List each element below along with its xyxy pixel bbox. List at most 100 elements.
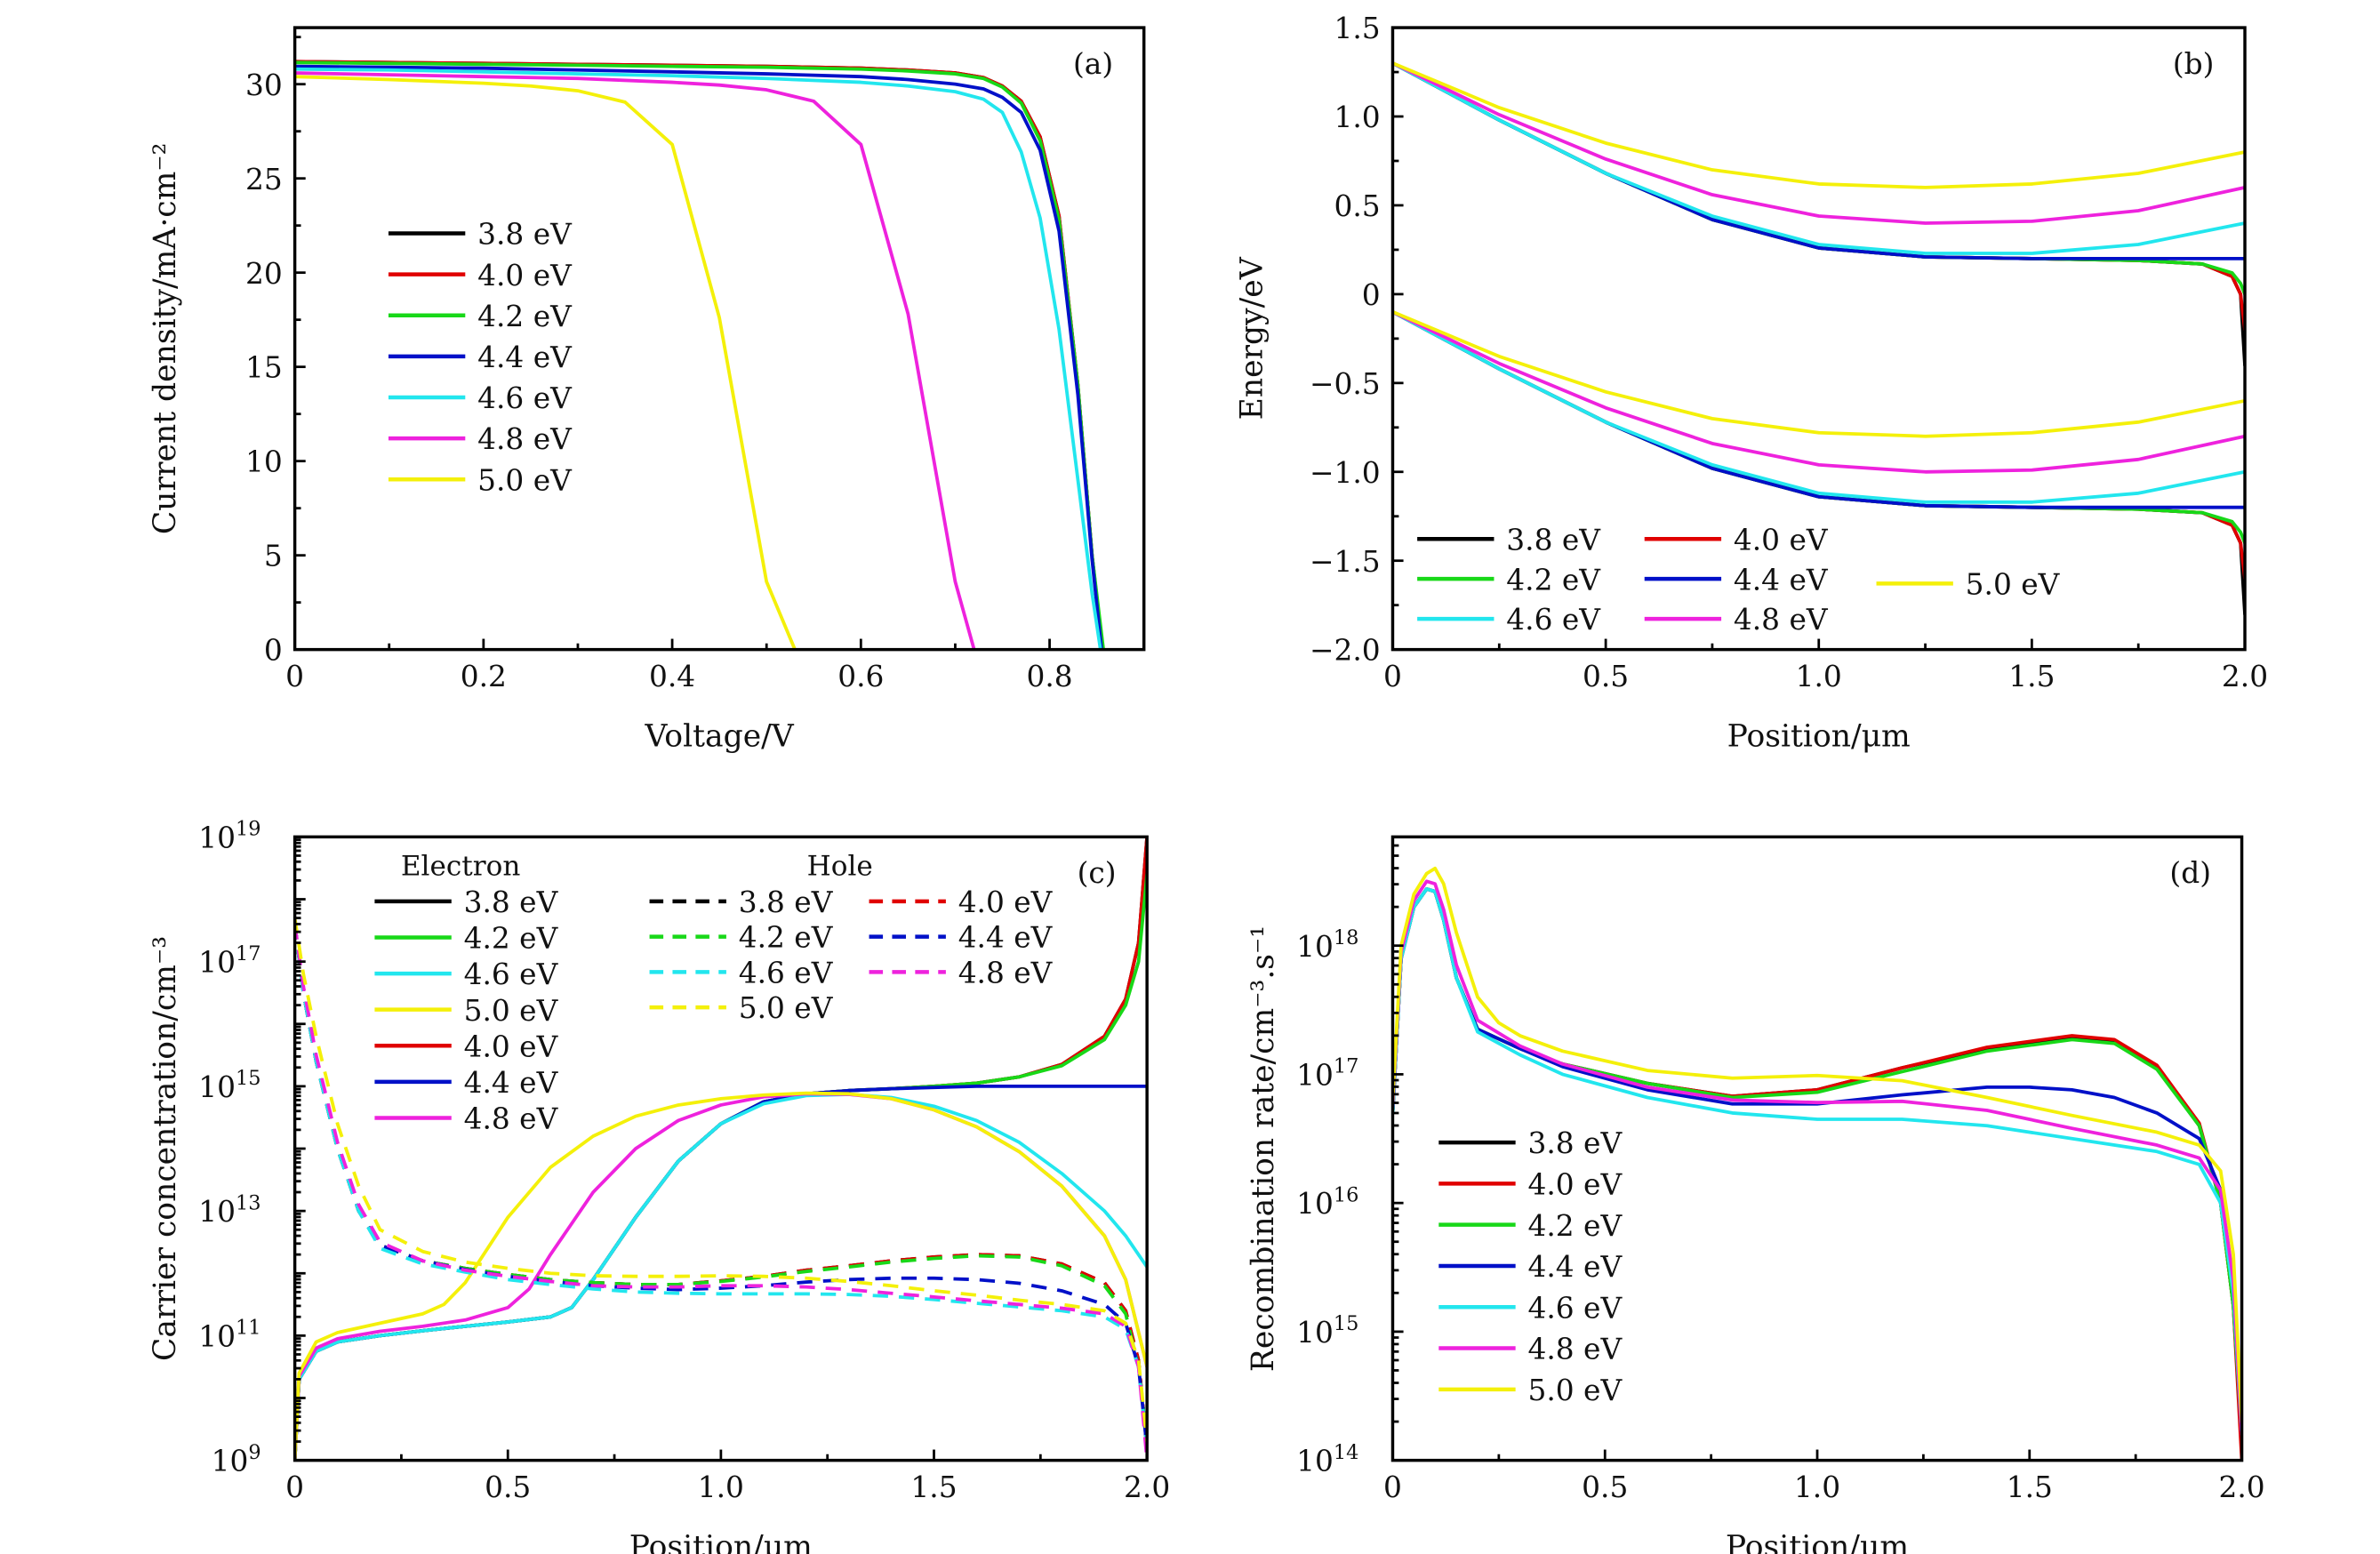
legend-label: 5.0 eV bbox=[477, 463, 573, 497]
series-48eV bbox=[294, 71, 976, 650]
legend-label: 4.2 eV bbox=[1506, 563, 1601, 597]
legend-label: 4.0 eV bbox=[1734, 523, 1829, 557]
series-44eV bbox=[294, 64, 1103, 650]
series-38eV bbox=[1392, 887, 2242, 1450]
legend-label: 4.2 eV bbox=[1527, 1209, 1623, 1243]
series-42eV-hole bbox=[294, 924, 1148, 1442]
panel-d: 0 0.5 1.0 1.5 2.0 1014 1015 1016 1017 1018 Positio… bbox=[1246, 835, 2265, 1554]
y-tick-label: 1017 bbox=[198, 942, 260, 980]
y-tick-label: 0 bbox=[264, 634, 283, 668]
panel-tag: (c) bbox=[1078, 856, 1117, 890]
legend-label: 4.4 eV bbox=[477, 340, 573, 374]
legend-label: 4.4 eV bbox=[958, 921, 1054, 955]
x-axis-label: Voltage/V bbox=[645, 718, 795, 754]
series-48eV-Ec bbox=[1392, 61, 2246, 225]
x-tick-label: 1.5 bbox=[2008, 660, 2055, 693]
y-tick-label: 1013 bbox=[198, 1191, 260, 1229]
legend-label: 4.6 eV bbox=[464, 957, 559, 991]
y-axis-label: Current density/mA·cm⁻² bbox=[148, 143, 183, 535]
legend-label: 4.2 eV bbox=[477, 300, 573, 333]
y-axis-label: Recombination rate/cm⁻³.s⁻¹ bbox=[1246, 925, 1281, 1372]
legend-label: 4.6 eV bbox=[1527, 1291, 1623, 1325]
series-50eV-electron bbox=[294, 1091, 1148, 1461]
x-tick-label: 0 bbox=[1383, 660, 1402, 693]
legend-label: 4.8 eV bbox=[477, 422, 573, 456]
plot-frame bbox=[292, 26, 1146, 652]
x-tick-label: 2.0 bbox=[1124, 1470, 1170, 1504]
series-44eV-Ec bbox=[1392, 61, 2246, 260]
legend: 3.8 eV 4.0 eV 4.2 eV 4.4 eV 4.6 eV 4.8 eV 5.0 … bbox=[388, 218, 573, 497]
x-tick-label: 0 bbox=[285, 1470, 304, 1504]
y-tick-label: 20 bbox=[245, 257, 283, 291]
series-48eV-hole bbox=[294, 924, 1148, 1461]
legend-label: 4.8 eV bbox=[1527, 1333, 1623, 1366]
y-tick-label: −0.5 bbox=[1310, 367, 1381, 401]
series-38eV-hole bbox=[294, 924, 1148, 1448]
y-tick-label: 30 bbox=[245, 68, 283, 102]
legend-label: 4.6 eV bbox=[477, 381, 573, 415]
legend-label: 3.8 eV bbox=[1527, 1126, 1623, 1160]
y-tick-label: 1016 bbox=[1296, 1183, 1358, 1221]
series-50eV bbox=[1392, 866, 2242, 1424]
y-tick-label: 1014 bbox=[1296, 1441, 1358, 1478]
y-axis-label: Carrier concentration/cm⁻³ bbox=[148, 936, 183, 1361]
x-axis-label: Position/μm bbox=[629, 1529, 813, 1554]
x-axis-label: Position/μm bbox=[1726, 1529, 1909, 1554]
legend-label: 5.0 eV bbox=[739, 991, 834, 1025]
panel-tag: (d) bbox=[2169, 856, 2211, 890]
legend: 3.8 eV 4.0 eV 4.2 eV 4.4 eV 4.6 eV 4.8 eV 5.0 … bbox=[1417, 523, 2061, 637]
series-40eV bbox=[1392, 887, 2242, 1461]
x-tick-label: 0.4 bbox=[649, 660, 695, 693]
y-tick-label: 1017 bbox=[1296, 1055, 1358, 1093]
legend-label: 4.0 eV bbox=[464, 1029, 559, 1063]
y-tick-label: −2.0 bbox=[1310, 634, 1381, 668]
y-tick-label: 1.5 bbox=[1334, 12, 1380, 45]
legend-label: 3.8 eV bbox=[739, 885, 834, 919]
legend-label: 4.4 eV bbox=[464, 1066, 559, 1100]
x-tick-label: 1.0 bbox=[698, 1470, 744, 1504]
series-42eV bbox=[1392, 887, 2242, 1437]
curves bbox=[1392, 61, 2246, 616]
curves bbox=[1392, 866, 2242, 1461]
series-50eV-hole bbox=[294, 917, 1148, 1442]
x-tick-label: 0.5 bbox=[485, 1470, 531, 1504]
legend-label: 3.8 eV bbox=[477, 218, 573, 252]
legend-label: 4.2 eV bbox=[739, 921, 834, 955]
y-tick-label: 0 bbox=[1362, 278, 1381, 312]
legend-label: 4.8 eV bbox=[1734, 603, 1829, 637]
x-tick-label: 1.5 bbox=[910, 1470, 957, 1504]
panel-c: 0 0.5 1.0 1.5 2.0 109 1011 1013 1015 1017 1019 Posi… bbox=[148, 818, 1170, 1554]
legend-label: 4.8 eV bbox=[958, 956, 1054, 989]
x-tick-label: 0.2 bbox=[461, 660, 507, 693]
series-50eV bbox=[294, 75, 797, 650]
y-tick-label: 1.0 bbox=[1334, 100, 1380, 134]
y-tick-label: 15 bbox=[245, 351, 283, 385]
legend-label: 3.8 eV bbox=[464, 885, 559, 919]
x-tick-label: 0 bbox=[1383, 1470, 1402, 1504]
y-tick-label: 1011 bbox=[198, 1317, 260, 1354]
y-tick-label: 1018 bbox=[1296, 926, 1358, 964]
x-tick-label: 0.8 bbox=[1026, 660, 1072, 693]
y-axis-label: Energy/eV bbox=[1235, 256, 1270, 420]
x-axis-label: Position/μm bbox=[1727, 718, 1911, 754]
legend-label: 4.0 eV bbox=[477, 259, 573, 292]
x-tick-label: 2.0 bbox=[2218, 1470, 2264, 1504]
x-tick-label: 2.0 bbox=[2222, 660, 2268, 693]
y-tick-label: 109 bbox=[212, 1441, 261, 1478]
y-tick-label: 1015 bbox=[198, 1067, 260, 1104]
series-46eV-electron bbox=[294, 1093, 1148, 1461]
x-tick-label: 0.5 bbox=[1583, 660, 1629, 693]
x-tick-label: 1.0 bbox=[1794, 1470, 1840, 1504]
legend-label: 4.2 eV bbox=[464, 922, 559, 956]
legend-label: 4.4 eV bbox=[1734, 563, 1829, 597]
x-tick-label: 0 bbox=[285, 660, 304, 693]
legend-label: 4.6 eV bbox=[739, 956, 834, 989]
y-tick-label: 25 bbox=[245, 163, 283, 196]
series-50eV-Ec bbox=[1392, 61, 2246, 189]
y-tick-label: −1.5 bbox=[1310, 545, 1381, 579]
legend-label: 4.6 eV bbox=[1506, 603, 1601, 637]
x-tick-label: 0.6 bbox=[837, 660, 884, 693]
panel-tag: (b) bbox=[2173, 47, 2215, 81]
